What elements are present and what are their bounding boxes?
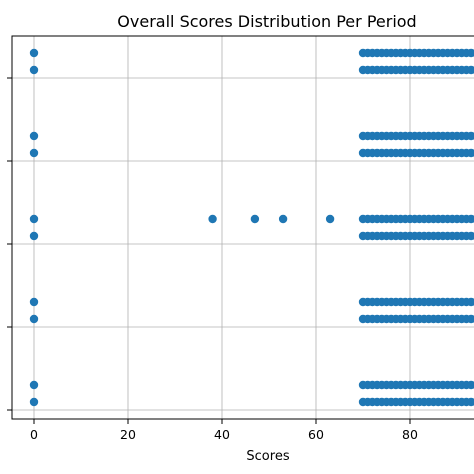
data-point: [471, 49, 474, 57]
data-point: [471, 66, 474, 74]
data-point: [29, 231, 39, 241]
data-point: [471, 298, 474, 306]
data-point: [471, 149, 474, 157]
x-axis-label: Scores: [246, 449, 289, 464]
data-point: [29, 148, 39, 158]
data-point: [29, 131, 39, 141]
data-point: [471, 132, 474, 140]
data-point: [208, 214, 217, 224]
x-tick-label: 20: [120, 427, 136, 442]
x-tick-label: 0: [30, 427, 38, 442]
data-point: [29, 297, 39, 307]
plot-frame: [11, 35, 474, 420]
data-point: [29, 380, 39, 390]
x-tick-label: 80: [402, 427, 418, 442]
data-point: [471, 215, 474, 223]
data-point: [471, 398, 474, 406]
ticks-layer: 0 20 40 60 80: [7, 77, 418, 442]
data-point: [471, 315, 474, 323]
data-point: [29, 314, 39, 324]
data-point: [29, 65, 39, 75]
data-point: [29, 48, 39, 58]
x-tick-label: 60: [308, 427, 324, 442]
data-point: [278, 214, 288, 224]
x-tick-label: 40: [214, 427, 230, 442]
chart-title: Overall Scores Distribution Per Period: [117, 12, 416, 31]
points-layer: [29, 48, 474, 407]
grid-layer: [12, 36, 474, 419]
data-point: [471, 381, 474, 389]
data-point: [471, 232, 474, 240]
data-point: [29, 214, 39, 224]
data-point: [325, 214, 335, 224]
data-point: [29, 397, 39, 407]
data-point: [250, 214, 260, 224]
